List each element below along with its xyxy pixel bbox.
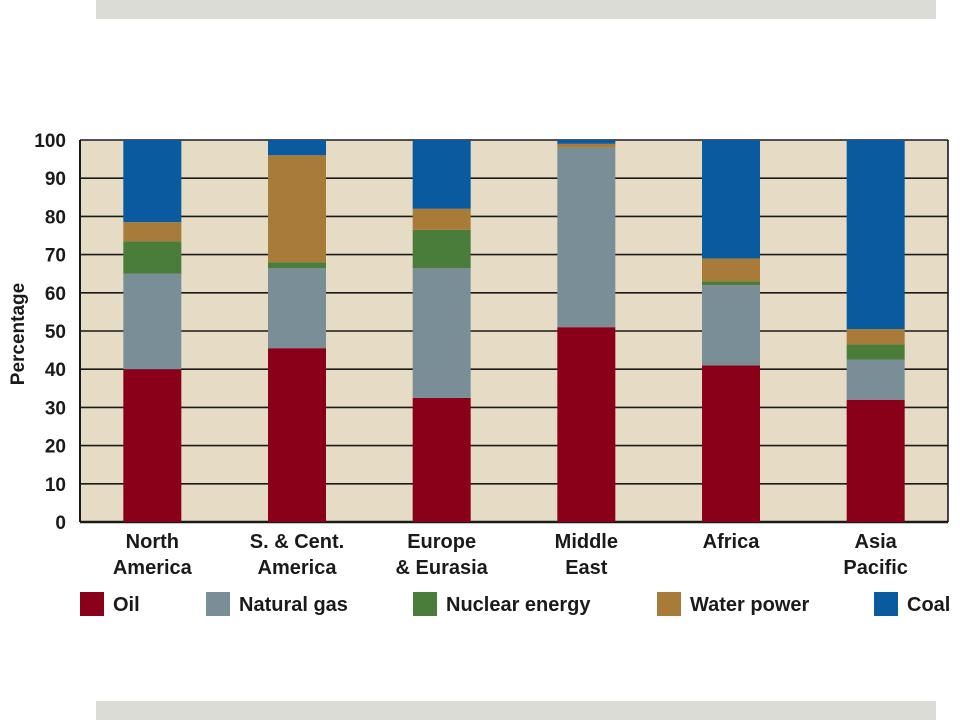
bar-natural-gas-2	[412, 267, 471, 398]
y-axis-label: Percentage	[8, 283, 29, 385]
bar-coal-3	[557, 140, 616, 144]
bar-coal-1	[268, 140, 326, 156]
y-tick-label-30: 30	[45, 398, 66, 419]
bar-coal-2	[412, 140, 471, 209]
legend-swatch-coal	[874, 592, 898, 616]
category-label-2-line-0: Europe	[407, 531, 476, 553]
category-label-0-line-0: North	[126, 531, 179, 553]
category-label-4-line-0: Africa	[703, 531, 761, 553]
y-tick-label-60: 60	[45, 284, 66, 305]
y-tick-label-0: 0	[55, 513, 66, 534]
y-tick-label-10: 10	[45, 475, 66, 496]
category-label-1-line-1: America	[258, 557, 338, 579]
legend-swatch-water-power	[657, 592, 681, 616]
y-tick-label-100: 100	[34, 131, 66, 152]
bar-series-group	[123, 140, 905, 522]
legend-label-nuclear-energy: Nuclear energy	[446, 594, 591, 616]
y-tick-label-70: 70	[45, 246, 66, 267]
bar-nuclear-energy-5	[846, 344, 905, 360]
bar-coal-4	[702, 140, 760, 259]
bar-natural-gas-5	[846, 359, 905, 400]
bar-nuclear-energy-1	[268, 262, 326, 268]
bar-water-power-1	[268, 155, 326, 263]
bar-natural-gas-4	[702, 285, 760, 366]
legend-label-water-power: Water power	[690, 594, 809, 616]
category-label-3-line-0: Middle	[555, 531, 618, 553]
bar-coal-5	[846, 140, 905, 330]
legend-label-natural-gas: Natural gas	[239, 594, 348, 616]
bar-oil-2	[412, 397, 471, 522]
bar-oil-3	[557, 327, 616, 522]
category-label-0-line-1: America	[113, 557, 193, 579]
bar-water-power-4	[702, 258, 760, 282]
legend-swatch-nuclear-energy	[413, 592, 437, 616]
bar-water-power-3	[557, 143, 616, 148]
bar-natural-gas-3	[557, 147, 616, 328]
bar-natural-gas-0	[123, 273, 182, 370]
plot-area	[79, 139, 949, 524]
category-label-1-line-0: S. & Cent.	[250, 531, 344, 553]
top-decorative-band	[96, 0, 936, 19]
bottom-decorative-band	[96, 701, 936, 720]
legend: Oil Natural gas Nuclear energy Water power C…	[80, 592, 950, 616]
bar-nuclear-energy-0	[123, 241, 182, 274]
bar-oil-0	[123, 369, 182, 522]
bar-water-power-0	[123, 222, 182, 242]
category-label-5-line-1: Pacific	[843, 557, 907, 579]
y-tick-label-20: 20	[45, 437, 66, 458]
bar-natural-gas-1	[268, 267, 326, 349]
category-label-5-line-0: Asia	[855, 531, 898, 553]
category-label-2-line-1: & Eurasia	[396, 557, 489, 579]
bar-oil-1	[268, 348, 326, 522]
y-tick-label-50: 50	[45, 322, 66, 343]
x-axis-categories: North America S. & Cent. America Europe & Eur…	[113, 531, 908, 579]
y-tick-label-40: 40	[45, 360, 66, 381]
legend-label-oil: Oil	[113, 594, 140, 616]
bar-oil-4	[702, 365, 760, 522]
bar-water-power-5	[846, 329, 905, 345]
bar-oil-5	[846, 399, 905, 522]
legend-swatch-oil	[80, 592, 104, 616]
y-tick-label-90: 90	[45, 169, 66, 190]
bar-nuclear-energy-2	[412, 229, 471, 268]
y-axis-ticks: 0 10 20 30 40 50 60 70 80 90 100	[34, 131, 66, 534]
legend-label-coal: Coal	[907, 594, 950, 616]
category-label-3-line-1: East	[565, 557, 608, 579]
bar-coal-0	[123, 140, 182, 223]
bar-water-power-2	[412, 208, 471, 230]
y-tick-label-80: 80	[45, 207, 66, 228]
legend-swatch-natural-gas	[206, 592, 230, 616]
bar-nuclear-energy-4	[702, 281, 760, 286]
